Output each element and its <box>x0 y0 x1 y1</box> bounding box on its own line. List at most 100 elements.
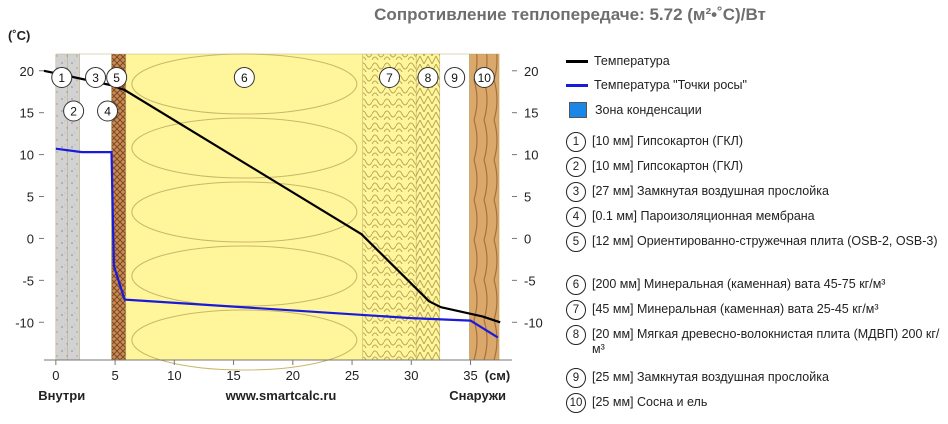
layer-band-5 <box>111 53 127 361</box>
layer-marker-circle-4 <box>97 100 119 122</box>
legend-item-dewpoint: Температура "Точки росы" <box>566 78 747 92</box>
wool-fiber <box>131 309 358 371</box>
x-tick-label: 0 <box>52 368 59 383</box>
legend-temperature-label: Температура <box>594 54 670 68</box>
layer-desc-9: [25 мм] Замкнутая воздушная прослойка <box>592 370 829 384</box>
layer-band-2 <box>67 53 80 361</box>
layer-row-8: 8 [20 мм] Мягкая древесно-волокнистая пл… <box>566 325 944 357</box>
wool-fiber <box>131 53 358 115</box>
layer-row-2: 2 [10 мм] Гипсокартон (ГКЛ) <box>566 157 944 177</box>
outside-label: Снаружи <box>449 388 506 403</box>
layer-band-6 <box>125 53 364 361</box>
layer-marker-circle-2 <box>63 100 85 122</box>
wool-fiber <box>131 181 358 243</box>
x-tick-label: 10 <box>167 368 181 383</box>
layer-row-3: 3 [27 мм] Замкнутая воздушная прослойка <box>566 182 944 202</box>
layer-desc-1: [10 мм] Гипсокартон (ГКЛ) <box>592 134 744 148</box>
layer-marker-circle-3 <box>85 66 107 88</box>
layer-marker-circle-10 <box>473 66 495 88</box>
layer-row-9: 9 [25 мм] Замкнутая воздушная прослойка <box>566 368 944 388</box>
layer-number-5: 5 <box>566 232 586 252</box>
y-tick-label-left: 20 <box>20 64 34 79</box>
layer-number-9: 9 <box>566 368 586 388</box>
watermark-label: www.smartcalc.ru <box>225 388 337 403</box>
layer-marker-label-3: 3 <box>92 71 99 85</box>
y-tick-label-right: 15 <box>524 106 538 121</box>
layer-marker-label-5: 5 <box>113 71 120 85</box>
legend-condensation-swatch <box>569 102 587 118</box>
layer-number-10: 10 <box>566 393 586 413</box>
y-tick-label-left: 0 <box>27 231 34 246</box>
wool-fiber <box>131 245 358 307</box>
x-tick-label: 30 <box>404 368 418 383</box>
layer-desc-2: [10 мм] Гипсокартон (ГКЛ) <box>592 159 744 173</box>
layer-band-7 <box>362 53 417 361</box>
layer-band-8 <box>415 53 441 361</box>
y-tick-label-left: -10 <box>15 315 34 330</box>
layer-band-10 <box>469 53 500 361</box>
y-tick-label-right: 5 <box>524 190 531 205</box>
layer-row-6: 6 [200 мм] Минеральная (каменная) вата 4… <box>566 275 944 295</box>
series-line-dewpoint <box>55 147 499 339</box>
y-tick-label-right: -10 <box>524 315 543 330</box>
x-tick-label: 25 <box>345 368 359 383</box>
layer-marker-circle-8 <box>417 66 439 88</box>
layer-marker-label-9: 9 <box>451 71 458 85</box>
legend-item-temperature: Температура <box>566 54 670 68</box>
y-tick-label-left: 15 <box>20 106 34 121</box>
layer-number-3: 3 <box>566 182 586 202</box>
x-tick-label: 15 <box>226 368 240 383</box>
layer-desc-8: [20 мм] Мягкая древесно-волокнистая плит… <box>592 327 940 356</box>
layer-marker-circle-6 <box>233 66 255 88</box>
layer-number-8: 8 <box>566 325 586 345</box>
legend-dewpoint-label: Температура "Точки росы" <box>594 78 747 92</box>
layer-band-1 <box>55 53 68 361</box>
y-tick-label-left: 5 <box>27 190 34 205</box>
layer-row-1: 1 [10 мм] Гипсокартон (ГКЛ) <box>566 132 944 152</box>
x-axis-label: (см) <box>485 368 511 383</box>
layer-marker-label-7: 7 <box>386 71 393 85</box>
y-tick-label-left: 10 <box>20 148 34 163</box>
y-tick-label-right: 10 <box>524 148 538 163</box>
layer-band-9 <box>439 53 470 361</box>
layer-desc-7: [45 мм] Минеральная (каменная) вата 25-4… <box>592 302 879 316</box>
layer-band-3 <box>79 53 112 361</box>
layer-desc-5: [12 мм] Ориентированно-стружечная плита … <box>592 234 938 248</box>
x-tick-label: 35 <box>463 368 477 383</box>
chart-title: Сопротивление теплопередаче: 5.72 (м²•˚C… <box>374 5 766 24</box>
layer-row-4: 4 [0.1 мм] Пароизоляционная мембрана <box>566 207 944 227</box>
layer-marker-label-6: 6 <box>241 71 248 85</box>
layer-desc-6: [200 мм] Минеральная (каменная) вата 45-… <box>592 277 886 291</box>
layer-marker-circle-7 <box>378 66 400 88</box>
layer-row-7: 7 [45 мм] Минеральная (каменная) вата 25… <box>566 300 944 320</box>
layer-number-2: 2 <box>566 157 586 177</box>
layer-marker-label-4: 4 <box>104 105 111 119</box>
wool-fiber <box>131 117 358 179</box>
layer-number-6: 6 <box>566 275 586 295</box>
layer-desc-3: [27 мм] Замкнутая воздушная прослойка <box>592 184 829 198</box>
layer-marker-label-1: 1 <box>58 71 65 85</box>
y-tick-label-right: 20 <box>524 64 538 79</box>
layer-desc-4: [0.1 мм] Пароизоляционная мембрана <box>592 209 815 223</box>
layer-marker-label-8: 8 <box>425 71 432 85</box>
inside-label: Внутри <box>38 388 85 403</box>
layer-marker-label-2: 2 <box>70 105 77 119</box>
layer-row-10: 10 [25 мм] Сосна и ель <box>566 393 944 413</box>
layer-marker-circle-5 <box>106 66 128 88</box>
legend-dewpoint-swatch <box>566 83 588 87</box>
layer-marker-circle-1 <box>51 66 73 88</box>
x-tick-label: 5 <box>111 368 118 383</box>
layer-row-5: 5 [12 мм] Ориентированно-стружечная плит… <box>566 232 944 252</box>
x-tick-label: 20 <box>286 368 300 383</box>
layer-number-1: 1 <box>566 132 586 152</box>
y-tick-label-right: -5 <box>524 273 536 288</box>
layer-desc-10: [25 мм] Сосна и ель <box>592 395 708 409</box>
y-tick-label-left: -5 <box>22 273 34 288</box>
layer-marker-label-10: 10 <box>478 71 492 85</box>
layer-number-7: 7 <box>566 300 586 320</box>
y-axis-label: (˚C) <box>8 28 30 43</box>
layer-number-4: 4 <box>566 207 586 227</box>
layer-marker-circle-9 <box>444 66 466 88</box>
legend-temperature-swatch <box>566 59 588 63</box>
